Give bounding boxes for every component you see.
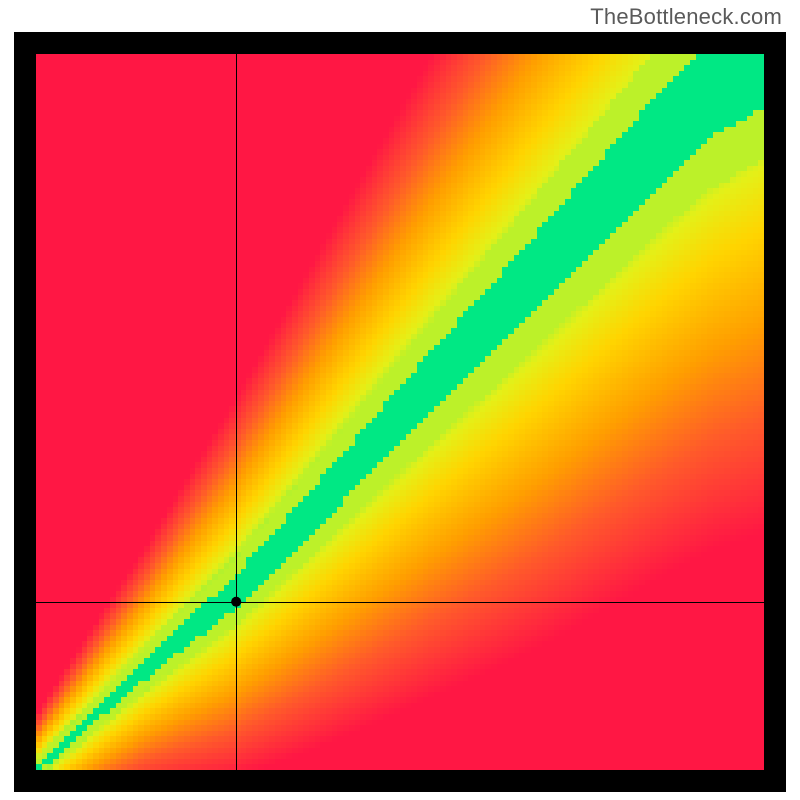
plot-frame (14, 32, 786, 792)
chart-container: TheBottleneck.com (0, 0, 800, 800)
heatmap-canvas (36, 54, 764, 770)
watermark-text: TheBottleneck.com (590, 4, 782, 30)
